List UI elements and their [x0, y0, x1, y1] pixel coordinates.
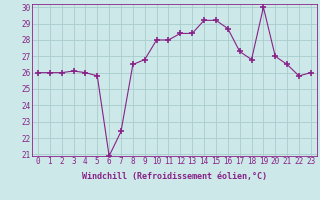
X-axis label: Windchill (Refroidissement éolien,°C): Windchill (Refroidissement éolien,°C)	[82, 172, 267, 181]
